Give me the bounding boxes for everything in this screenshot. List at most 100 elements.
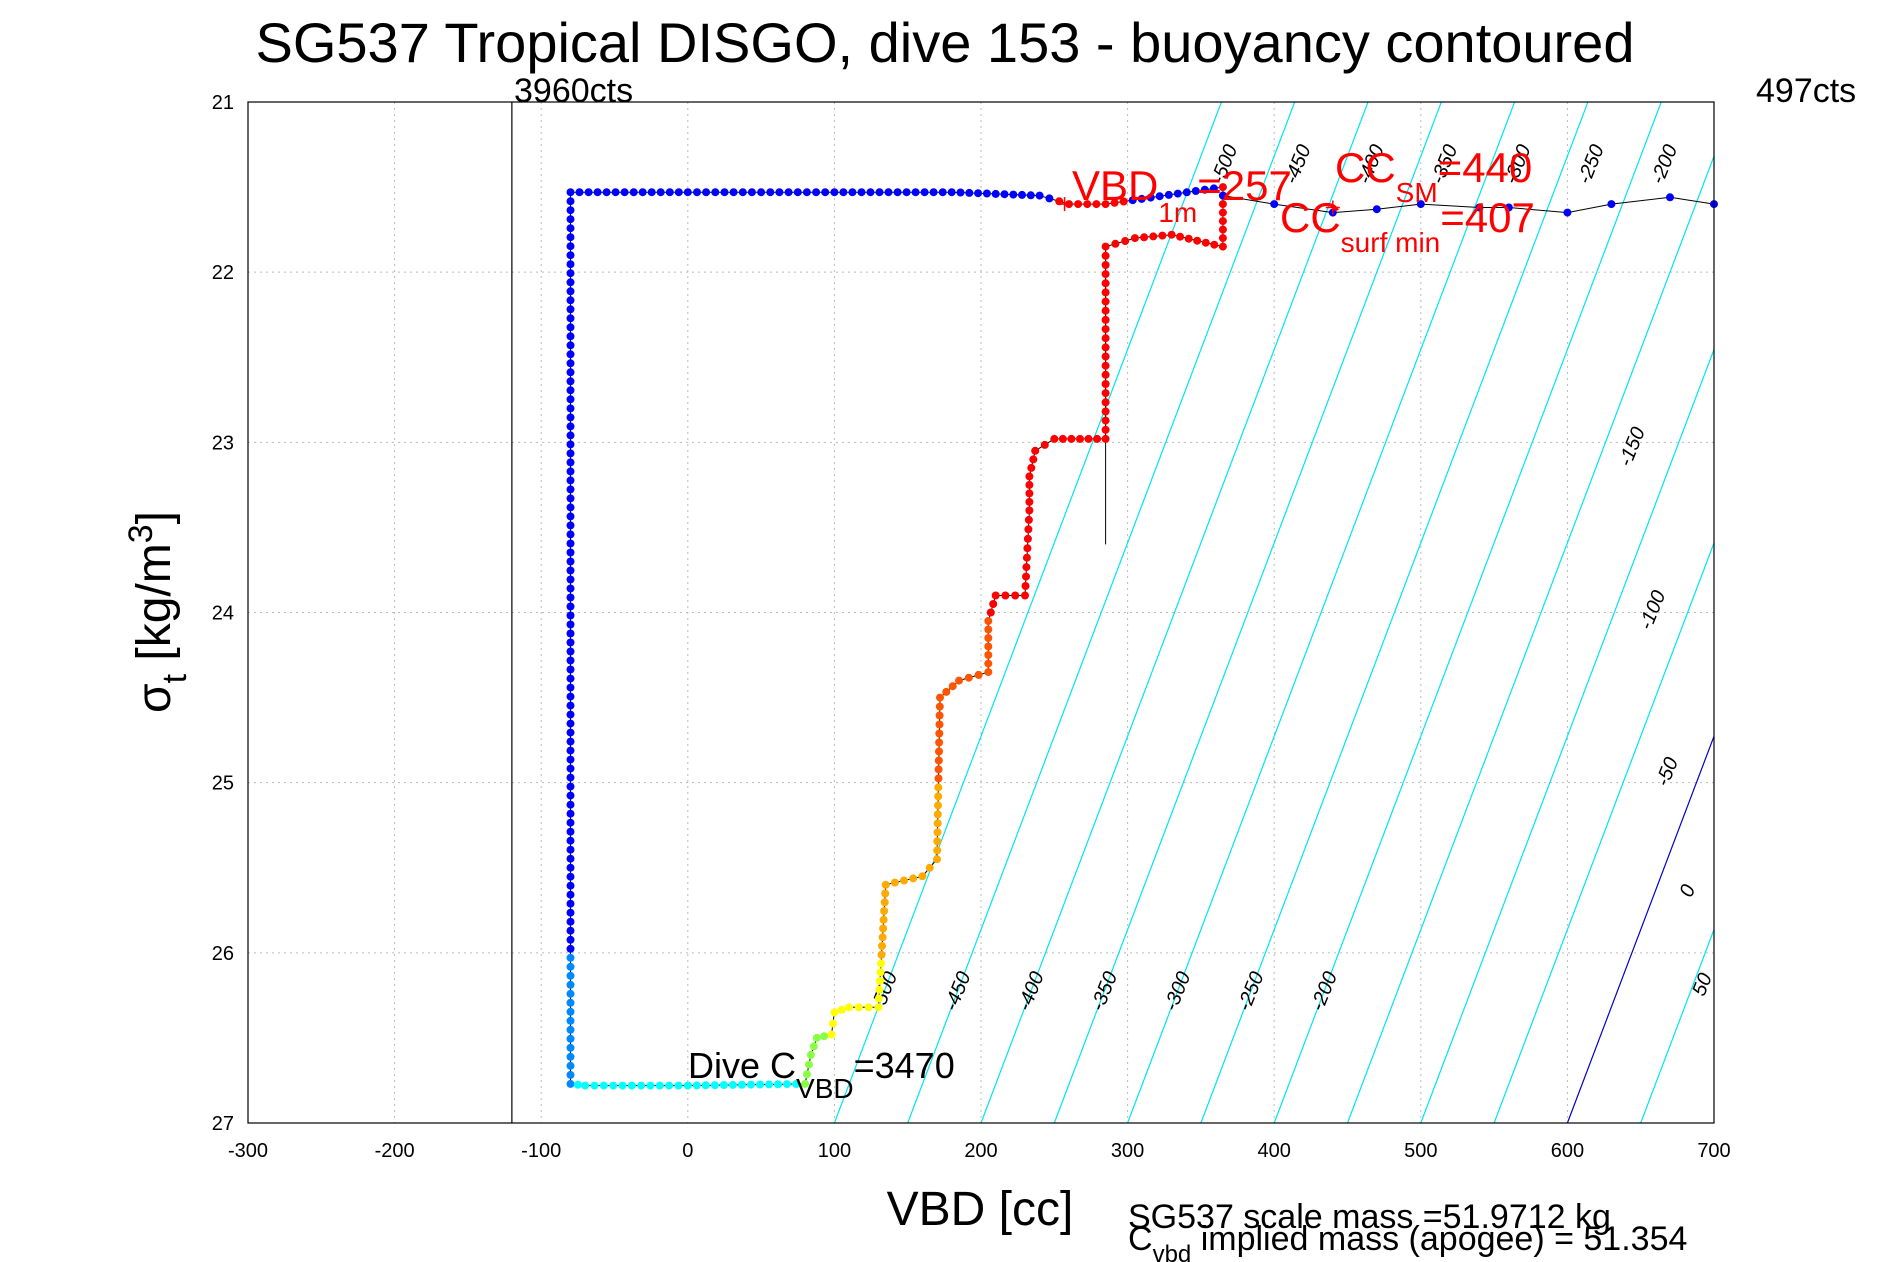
data-point bbox=[984, 617, 993, 625]
data-point bbox=[1101, 279, 1110, 288]
y-axis-label: σt [kg/m3] bbox=[122, 511, 194, 713]
data-point bbox=[1001, 591, 1010, 600]
data-point bbox=[1155, 192, 1164, 201]
data-point bbox=[747, 188, 756, 197]
chart-title: SG537 Tropical DISGO, dive 153 - buoyanc… bbox=[256, 11, 1635, 74]
data-point bbox=[566, 332, 575, 341]
data-point bbox=[918, 872, 927, 881]
data-point bbox=[1218, 225, 1227, 234]
data-point bbox=[805, 1060, 813, 1069]
data-point bbox=[566, 737, 575, 746]
contour-label-top: -250 bbox=[1573, 142, 1608, 187]
data-point bbox=[566, 782, 575, 791]
data-point bbox=[1025, 480, 1034, 489]
contour-label-right: 0 bbox=[1676, 882, 1701, 901]
data-point bbox=[775, 188, 784, 197]
data-point bbox=[566, 1061, 575, 1070]
data-point bbox=[566, 890, 575, 899]
contour-line bbox=[1420, 102, 1714, 1123]
data-point bbox=[1101, 389, 1110, 398]
data-point bbox=[933, 810, 942, 819]
x-tick-label: 300 bbox=[1111, 1140, 1144, 1162]
data-point bbox=[1027, 463, 1036, 472]
data-point bbox=[876, 977, 884, 985]
data-point bbox=[874, 994, 883, 1003]
data-point bbox=[566, 683, 575, 692]
contour-label-bottom: -350 bbox=[1087, 969, 1122, 1014]
data-point bbox=[701, 1081, 710, 1090]
data-point bbox=[638, 188, 647, 197]
y-tick-label: 23 bbox=[212, 432, 234, 454]
data-point bbox=[1193, 236, 1202, 245]
data-point bbox=[566, 1043, 575, 1052]
data-point bbox=[566, 674, 575, 683]
data-point bbox=[875, 188, 884, 197]
data-point bbox=[837, 1005, 846, 1014]
contour-line bbox=[1200, 102, 1653, 1123]
data-point bbox=[848, 188, 857, 197]
buoyancy-contours bbox=[833, 102, 1714, 1123]
data-point bbox=[1023, 544, 1032, 553]
data-point bbox=[984, 625, 993, 634]
data-point bbox=[593, 188, 602, 197]
data-point bbox=[1050, 434, 1059, 443]
data-point bbox=[991, 189, 1000, 198]
data-point bbox=[566, 485, 575, 494]
data-point bbox=[566, 557, 575, 566]
data-point bbox=[566, 998, 575, 1007]
data-point bbox=[1218, 208, 1227, 217]
x-tick-label: 100 bbox=[818, 1140, 851, 1162]
data-point bbox=[566, 647, 575, 656]
contour-label-bottom: -250 bbox=[1233, 969, 1268, 1014]
data-point bbox=[948, 682, 957, 691]
data-point bbox=[1137, 194, 1146, 203]
data-point bbox=[1607, 200, 1616, 209]
implied-mass-text: Cvbd implied mass (apogee) = 51.354 bbox=[1128, 1220, 1687, 1262]
data-point bbox=[566, 818, 575, 827]
data-point bbox=[1018, 190, 1026, 199]
data-point bbox=[1058, 434, 1067, 443]
data-point bbox=[566, 656, 575, 665]
data-point bbox=[1101, 251, 1110, 260]
data-point bbox=[812, 188, 821, 197]
data-point bbox=[566, 296, 575, 305]
contour-line bbox=[1273, 102, 1714, 1123]
data-point bbox=[566, 791, 575, 800]
data-point bbox=[566, 827, 575, 836]
data-point bbox=[1022, 553, 1031, 562]
data-point bbox=[875, 985, 884, 994]
data-point bbox=[1270, 200, 1279, 209]
data-point bbox=[947, 188, 956, 197]
data-point bbox=[1101, 416, 1110, 425]
data-point bbox=[566, 935, 575, 944]
data-point bbox=[1140, 233, 1149, 242]
contour-label-bottom: -200 bbox=[1307, 969, 1342, 1014]
data-point bbox=[566, 638, 575, 647]
data-point bbox=[878, 933, 887, 942]
data-point bbox=[566, 1052, 575, 1061]
data-point bbox=[1101, 398, 1110, 407]
data-point bbox=[1111, 239, 1120, 248]
data-point bbox=[611, 188, 620, 197]
y-tick-label: 27 bbox=[212, 1113, 234, 1135]
data-point bbox=[909, 874, 918, 883]
data-point bbox=[573, 1080, 582, 1089]
data-point bbox=[884, 188, 893, 197]
data-point bbox=[935, 738, 944, 747]
x-tick-labels: -300 -200 -100 0 100 200 300 400 500 600 700 bbox=[228, 1140, 1731, 1162]
data-point bbox=[974, 189, 983, 198]
data-point bbox=[989, 600, 998, 608]
contour-line bbox=[1493, 102, 1714, 1123]
data-point bbox=[566, 872, 575, 881]
vbd-1m-annotation: VBD1m=257 bbox=[1072, 162, 1292, 228]
data-point bbox=[878, 942, 886, 950]
data-point bbox=[590, 1081, 599, 1090]
x-tick-label: 500 bbox=[1404, 1140, 1437, 1162]
data-point bbox=[783, 1080, 791, 1089]
data-point bbox=[566, 458, 575, 467]
data-point bbox=[803, 1070, 811, 1079]
data-point bbox=[566, 764, 575, 773]
data-point bbox=[566, 422, 575, 431]
data-point bbox=[830, 188, 839, 197]
